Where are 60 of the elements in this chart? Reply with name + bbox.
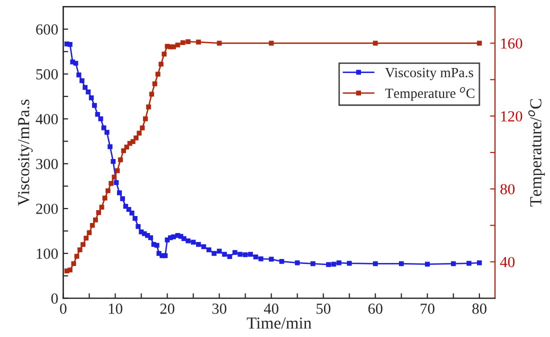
- point: [143, 116, 148, 122]
- point: [136, 130, 142, 136]
- point: [121, 148, 126, 154]
- y-tick-label: 200: [36, 204, 58, 214]
- x-tick-label: 50: [316, 304, 330, 314]
- point: [108, 181, 114, 186]
- point: [112, 174, 117, 180]
- y2-tick-label: 40: [500, 256, 515, 268]
- point: [175, 42, 180, 48]
- point: [268, 40, 274, 46]
- point: [80, 242, 86, 247]
- y-axis-title: Viscosity/mPa.s: [18, 100, 33, 206]
- legend-label: Viscosity mPa.s: [385, 68, 474, 80]
- point: [134, 135, 139, 140]
- legend-label: Temperature $^{o}$C: [385, 87, 474, 101]
- point: [216, 40, 222, 46]
- point: [155, 72, 160, 77]
- point: [93, 217, 98, 222]
- point: [68, 268, 72, 272]
- point: [146, 104, 151, 110]
- point: [77, 247, 82, 252]
- point: [118, 157, 123, 162]
- x-tick-label: 20: [160, 304, 174, 314]
- point: [99, 204, 104, 210]
- point: [96, 210, 102, 216]
- y-tick-label: 300: [36, 158, 58, 170]
- y-tick-label: 500: [36, 69, 58, 80]
- x-tick-label: 60: [368, 304, 382, 314]
- point: [196, 40, 201, 45]
- point: [372, 40, 378, 46]
- x-tick-label: 70: [420, 304, 434, 314]
- y2-axis-title: Temperature/$^{o}$C: [528, 99, 545, 207]
- y-tick-label: 0: [51, 293, 58, 304]
- x-tick-label: 10: [108, 304, 122, 314]
- x-axis-title: Time/min: [246, 317, 312, 329]
- y-tick-label: 400: [36, 114, 58, 124]
- x-tick-label: 40: [264, 304, 278, 314]
- y-tick-label: 600: [36, 24, 58, 35]
- point: [90, 222, 95, 228]
- point: [102, 196, 108, 200]
- point: [158, 62, 164, 67]
- point: [84, 236, 89, 241]
- point: [86, 230, 92, 236]
- y-tick-label: 100: [36, 248, 58, 259]
- y2-tick-label: 80: [500, 184, 515, 194]
- x-tick-label: 80: [472, 304, 486, 314]
- x-tick-label: 30: [212, 304, 226, 314]
- x-tick-label: 0: [60, 304, 66, 314]
- point: [171, 44, 176, 50]
- point: [476, 40, 482, 46]
- y2-tick-label: 160: [501, 38, 522, 49]
- point: [106, 188, 110, 194]
- point: [140, 125, 145, 130]
- point: [71, 261, 76, 266]
- point: [186, 39, 191, 44]
- point: [74, 254, 80, 259]
- point: [162, 52, 167, 57]
- y2-tick-label: 120: [501, 111, 522, 122]
- point: [180, 40, 186, 46]
- point: [114, 168, 120, 174]
